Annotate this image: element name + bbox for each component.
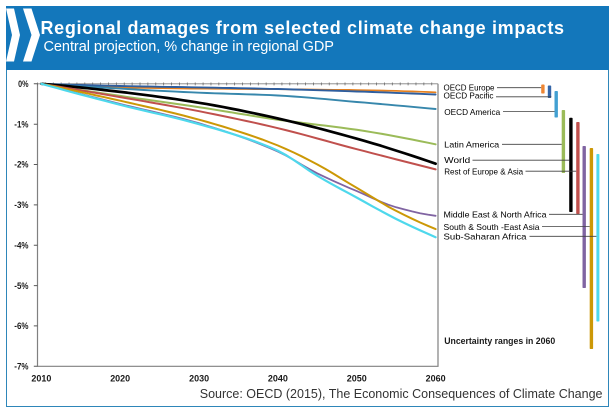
svg-text:-6%: -6% xyxy=(14,321,28,331)
svg-text:Sub-Saharan Africa: Sub-Saharan Africa xyxy=(444,231,527,241)
svg-text:2060: 2060 xyxy=(426,374,446,384)
svg-text:2040: 2040 xyxy=(268,374,288,384)
svg-text:South & South -East Asia: South & South -East Asia xyxy=(444,222,540,232)
svg-text:2030: 2030 xyxy=(189,374,209,384)
svg-text:-2%: -2% xyxy=(14,160,28,170)
svg-text:-1%: -1% xyxy=(14,119,28,129)
svg-text:2050: 2050 xyxy=(347,374,367,384)
svg-text:Uncertainty ranges in 2060: Uncertainty ranges in 2060 xyxy=(444,336,555,347)
svg-text:Latin America: Latin America xyxy=(444,140,499,150)
svg-text:OECD Europe: OECD Europe xyxy=(444,82,495,92)
svg-text:OECD America: OECD America xyxy=(444,107,500,117)
svg-text:World: World xyxy=(444,155,470,165)
svg-text:-4%: -4% xyxy=(14,240,28,250)
svg-text:Middle East & North Africa: Middle East & North Africa xyxy=(444,210,547,220)
svg-text:Source: OECD (2015), The Econo: Source: OECD (2015), The Economic Conseq… xyxy=(200,387,603,401)
svg-text:OECD Pacific: OECD Pacific xyxy=(444,90,495,100)
svg-text:Rest of Europe & Asia: Rest of Europe & Asia xyxy=(444,166,523,176)
svg-text:-7%: -7% xyxy=(14,362,28,372)
svg-text:2020: 2020 xyxy=(110,374,130,384)
svg-text:0%: 0% xyxy=(18,79,28,89)
svg-text:-5%: -5% xyxy=(14,281,28,291)
svg-text:-3%: -3% xyxy=(14,200,28,210)
svg-text:2010: 2010 xyxy=(31,374,51,384)
